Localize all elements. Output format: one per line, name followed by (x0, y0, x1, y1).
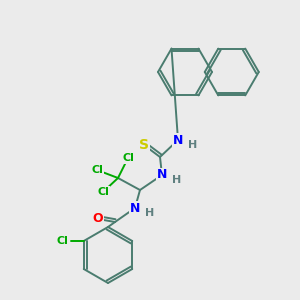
Text: H: H (188, 140, 198, 150)
Text: H: H (146, 208, 154, 218)
Text: O: O (93, 212, 103, 226)
Text: N: N (157, 169, 167, 182)
Text: Cl: Cl (91, 165, 103, 175)
Text: N: N (173, 134, 183, 146)
Text: Cl: Cl (57, 236, 69, 246)
Text: Cl: Cl (97, 187, 109, 197)
Text: H: H (172, 175, 182, 185)
Text: S: S (139, 138, 149, 152)
Text: Cl: Cl (122, 153, 134, 163)
Text: N: N (130, 202, 140, 214)
